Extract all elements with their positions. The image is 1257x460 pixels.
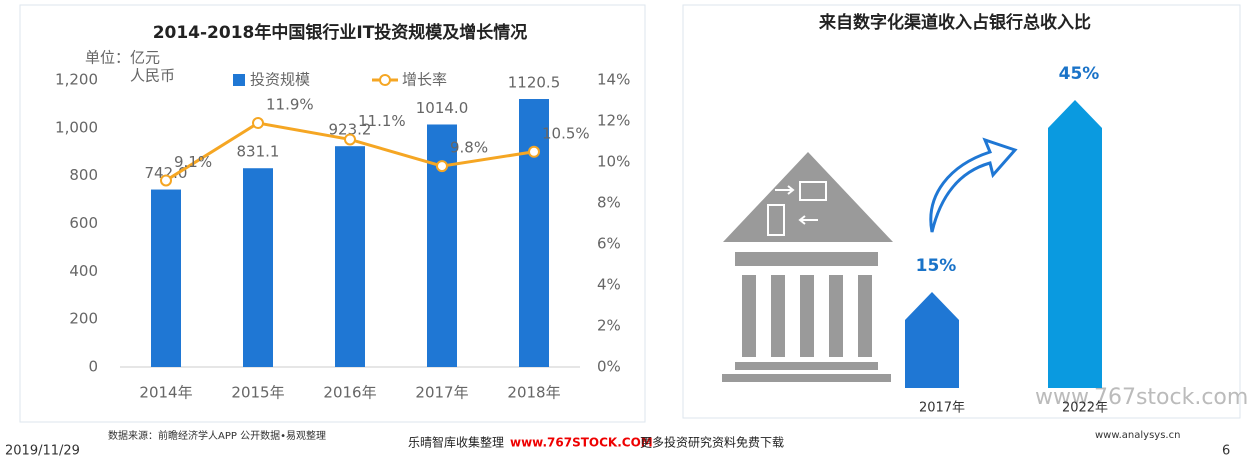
- bar: [1048, 100, 1102, 388]
- y2-tick-label: 10%: [597, 153, 630, 171]
- x-tick-label: 2022年: [1062, 401, 1108, 416]
- axis-unit: 人民币: [130, 67, 175, 85]
- y-tick-label: 1,000: [55, 118, 98, 136]
- value-label: 1120.5: [508, 74, 561, 92]
- y2-tick-label: 12%: [597, 112, 630, 130]
- legend-marker: [379, 74, 391, 86]
- legend-label: 投资规模: [250, 71, 310, 89]
- x-tick-label: 2014年: [139, 384, 192, 402]
- axis-unit: 单位：亿元: [85, 49, 160, 67]
- marker: [160, 174, 172, 187]
- right-panel: [682, 4, 1241, 419]
- y2-tick-label: 2%: [597, 317, 621, 335]
- marker: [436, 160, 448, 173]
- value-label: 10.5%: [542, 124, 590, 142]
- growth-arrow: [929, 137, 1018, 233]
- y-tick-label: 200: [69, 310, 98, 328]
- value-label: 831.1: [237, 143, 280, 161]
- bar: [905, 292, 959, 388]
- value-label: 742.0: [145, 164, 188, 182]
- y-tick-label: 600: [69, 214, 98, 232]
- x-tick-label: 2017年: [415, 384, 468, 402]
- x-tick-label: 2016年: [323, 384, 376, 402]
- marker: [252, 117, 264, 130]
- chart-title: 2014-2018年中国银行业IT投资规模及增长情况: [153, 22, 528, 43]
- left-panel: [19, 4, 646, 423]
- y2-tick-label: 4%: [597, 276, 621, 294]
- bar: [243, 168, 273, 367]
- value-label: 45%: [1059, 64, 1100, 84]
- marker: [528, 145, 540, 158]
- date: 2019/11/29: [5, 444, 80, 459]
- watermark: www.767STOCK.COM: [510, 436, 653, 450]
- x-tick-label: 2015年: [231, 384, 284, 402]
- source: 数据来源：前瞻经济学人APP 公开数据•易观整理: [108, 429, 326, 442]
- legend-swatch: [233, 74, 245, 86]
- y-tick-label: 1,200: [55, 71, 98, 89]
- y2-tick-label: 8%: [597, 194, 621, 212]
- x-tick-label: 2017年: [919, 401, 965, 416]
- bar: [151, 189, 181, 367]
- value-label: 9.8%: [450, 139, 488, 157]
- value-label: 9.1%: [174, 153, 212, 171]
- page-number: 6: [1222, 444, 1230, 459]
- bank-icon: [722, 152, 893, 382]
- value-label: 11.9%: [266, 96, 314, 114]
- bar: [335, 146, 365, 367]
- site: www.analysys.cn: [1095, 430, 1180, 441]
- bar: [519, 99, 549, 368]
- marker: [344, 133, 356, 146]
- watermark: 更多投资研究资料免费下载: [640, 435, 784, 450]
- y-tick-label: 800: [69, 166, 98, 184]
- value-label: 1014.0: [416, 99, 469, 117]
- watermark: www.767stock.com: [1035, 385, 1248, 410]
- y2-tick-label: 6%: [597, 235, 621, 253]
- chart-title: 来自数字化渠道收入占银行总收入比: [818, 12, 1091, 33]
- x-tick-label: 2018年: [507, 384, 560, 402]
- y-tick-label: 400: [69, 262, 98, 280]
- value-label: 923.2: [329, 121, 372, 139]
- watermark: 乐晴智库收集整理: [408, 435, 504, 450]
- value-label: 11.1%: [358, 112, 406, 130]
- y2-tick-label: 0%: [597, 358, 621, 376]
- y-tick-label: 0: [88, 358, 98, 376]
- y2-tick-label: 14%: [597, 71, 630, 89]
- value-label: 15%: [916, 256, 957, 276]
- legend-label: 增长率: [402, 71, 447, 89]
